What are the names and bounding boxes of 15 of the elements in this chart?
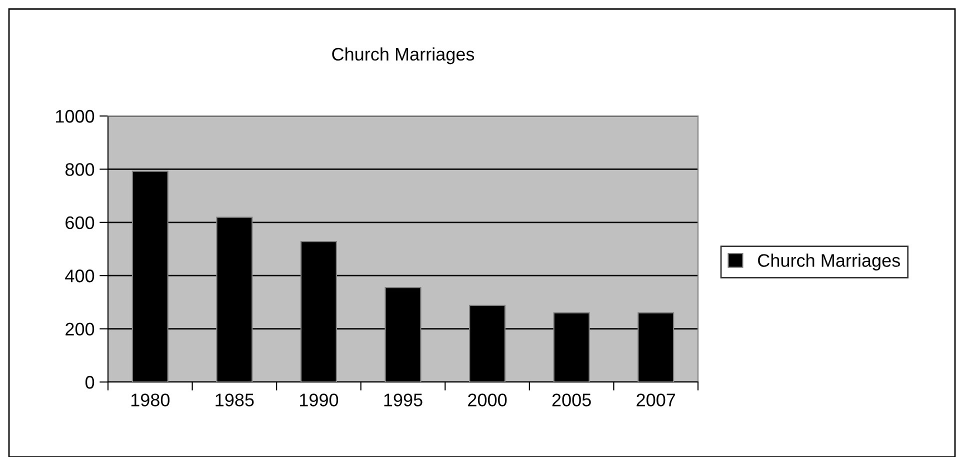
- x-tick-label: 2000: [468, 394, 507, 406]
- y-tick-label: 200: [66, 322, 94, 336]
- x-tick-label: 1995: [384, 394, 422, 406]
- x-tick-label: 1980: [131, 394, 170, 406]
- y-tick-label: 800: [65, 163, 94, 176]
- y-tick-label: 400: [65, 270, 94, 282]
- legend-label: Church Marriages: [758, 254, 900, 270]
- x-tick-label: 1985: [216, 394, 254, 406]
- x-tick-label: 2005: [552, 394, 591, 406]
- chart-title: Church Marriages: [332, 47, 474, 64]
- y-tick-label: 0: [85, 376, 94, 389]
- y-tick-label: 1000: [56, 110, 94, 123]
- x-tick-label: 2007: [636, 394, 676, 406]
- x-tick-label: 1990: [300, 394, 338, 406]
- y-tick-label: 600: [66, 216, 94, 230]
